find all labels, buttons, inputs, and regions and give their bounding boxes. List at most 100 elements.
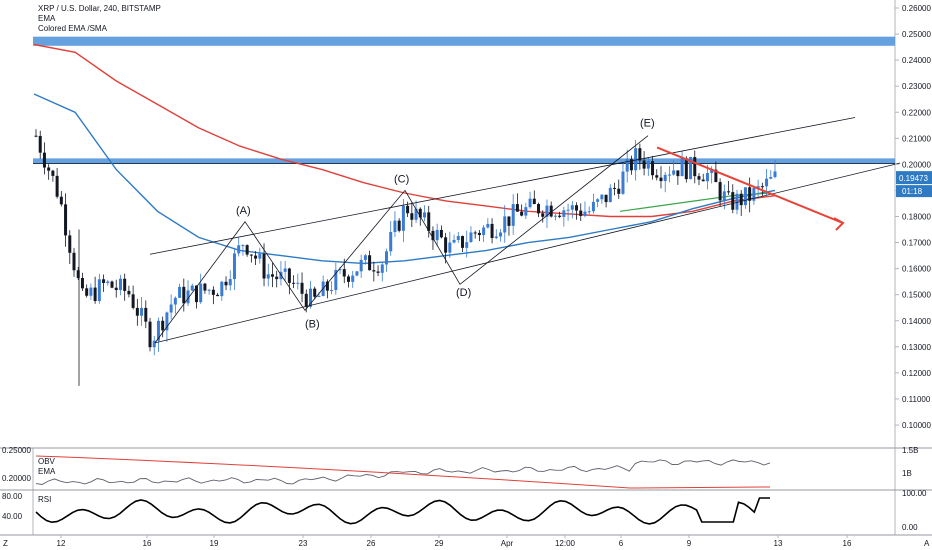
candle-body (423, 212, 427, 218)
candle-body (773, 171, 777, 178)
candle-body (207, 289, 211, 291)
price-tick-label: 0.17000 (902, 239, 931, 248)
candle-body (663, 174, 667, 182)
obv-label[interactable]: OBV (38, 457, 55, 466)
candle-body (482, 227, 486, 236)
candle-body (106, 281, 110, 284)
candle-body (439, 229, 443, 238)
obv-line (35, 459, 771, 485)
candle-body (748, 187, 752, 201)
wave-label-c: (C) (394, 174, 409, 186)
price-tick-label: 0.13000 (902, 343, 931, 352)
candle-body (165, 312, 169, 331)
ema-blue-line (33, 93, 776, 265)
candle-body (680, 158, 684, 177)
candle-body (659, 177, 663, 182)
candle-body (275, 276, 279, 280)
obv-left-tick: 0.25000 (2, 446, 31, 455)
candle-body (684, 158, 688, 180)
time-axis-corner-right: A (924, 539, 930, 548)
candle-body (296, 282, 300, 284)
candle-body (608, 187, 612, 203)
candle-body (110, 281, 114, 288)
candle-body (515, 204, 519, 212)
candle-body (190, 285, 194, 291)
candle-body (266, 274, 270, 279)
candlesticks[interactable] (34, 129, 777, 386)
candle-body (570, 205, 574, 210)
candle-body (380, 264, 384, 273)
candle-body (224, 281, 228, 286)
candle-body (756, 186, 760, 189)
candle-body (427, 212, 431, 231)
candle-body (397, 220, 401, 231)
candle-body (194, 285, 198, 303)
candle-body (51, 170, 55, 176)
main-panel-bg (33, 0, 895, 448)
candle-body (338, 269, 342, 271)
candle-body (220, 281, 224, 297)
price-tick-label: 0.20000 (902, 160, 931, 169)
time-tick-label: 29 (435, 539, 444, 548)
candle-body (135, 307, 139, 316)
candle-body (743, 187, 747, 206)
candle-body (477, 232, 481, 236)
rsi-right-tick: 100.00 (902, 489, 927, 498)
triangle-pattern[interactable]: (A) (B) (C) (D) (E) (149, 117, 901, 344)
candle-body (676, 170, 680, 177)
obv-legend: OBV EMA (38, 457, 55, 477)
obv-ema-line (35, 455, 771, 489)
candle-body (701, 179, 705, 182)
time-axis[interactable]: 12 16 19 23 26 29 Apr 12:00 6 9 13 16 Z A (3, 535, 930, 548)
candle-body (118, 278, 122, 291)
candle-body (93, 287, 97, 302)
candle-body (178, 286, 182, 298)
candle-body (511, 204, 515, 226)
chart-legend: XRP / U.S. Dollar, 240, BITSTAMP EMA Col… (38, 4, 161, 34)
candle-body (722, 191, 726, 201)
time-tick-label: 12 (57, 539, 66, 548)
candle-body (418, 208, 422, 218)
price-axis[interactable]: 0.26000 0.25000 0.24000 0.23000 0.22000 0.210… (895, 4, 931, 430)
wave-label-d: (D) (456, 287, 471, 299)
support-resistance-zones (33, 36, 895, 164)
candle-body (355, 271, 359, 276)
ema-legend[interactable]: EMA (38, 14, 56, 23)
symbol-title[interactable]: XRP / U.S. Dollar, 240, BITSTAMP (38, 4, 161, 13)
obv-ema-label[interactable]: EMA (38, 467, 56, 476)
candle-body (465, 242, 469, 248)
candle-body (59, 196, 63, 205)
candle-body (727, 191, 731, 193)
price-tick-label: 0.22000 (902, 108, 931, 117)
obv-left-tick: 0.20000 (2, 474, 31, 483)
candle-body (317, 295, 321, 297)
candle-body (406, 205, 410, 214)
candle-body (604, 194, 608, 203)
time-tick-label: 6 (619, 539, 624, 548)
wave-label-a: (A) (236, 205, 251, 217)
candle-body (705, 173, 709, 182)
rsi-label[interactable]: RSI (38, 495, 52, 504)
price-tick-label: 0.26000 (902, 4, 931, 13)
candle-body (173, 297, 177, 305)
candle-body (579, 210, 583, 216)
candle-body (55, 175, 59, 197)
candle-body (566, 209, 570, 211)
candle-body (97, 279, 101, 302)
candle-body (735, 193, 739, 210)
price-tick-label: 0.12000 (902, 369, 931, 378)
candle-body (575, 205, 579, 211)
wave-label-e: (E) (640, 118, 655, 130)
candle-body (287, 268, 291, 283)
colored-ema-legend[interactable]: Colored EMA /SMA (38, 24, 107, 33)
candle-body (342, 269, 346, 277)
last-price-tag (896, 171, 932, 185)
time-tick-label: 16 (843, 539, 852, 548)
price-tick-label: 0.25000 (902, 30, 931, 39)
candle-body (72, 252, 76, 271)
candle-body (562, 210, 566, 217)
candle-body (600, 194, 604, 200)
candle-body (549, 205, 553, 217)
candle-body (469, 232, 473, 243)
